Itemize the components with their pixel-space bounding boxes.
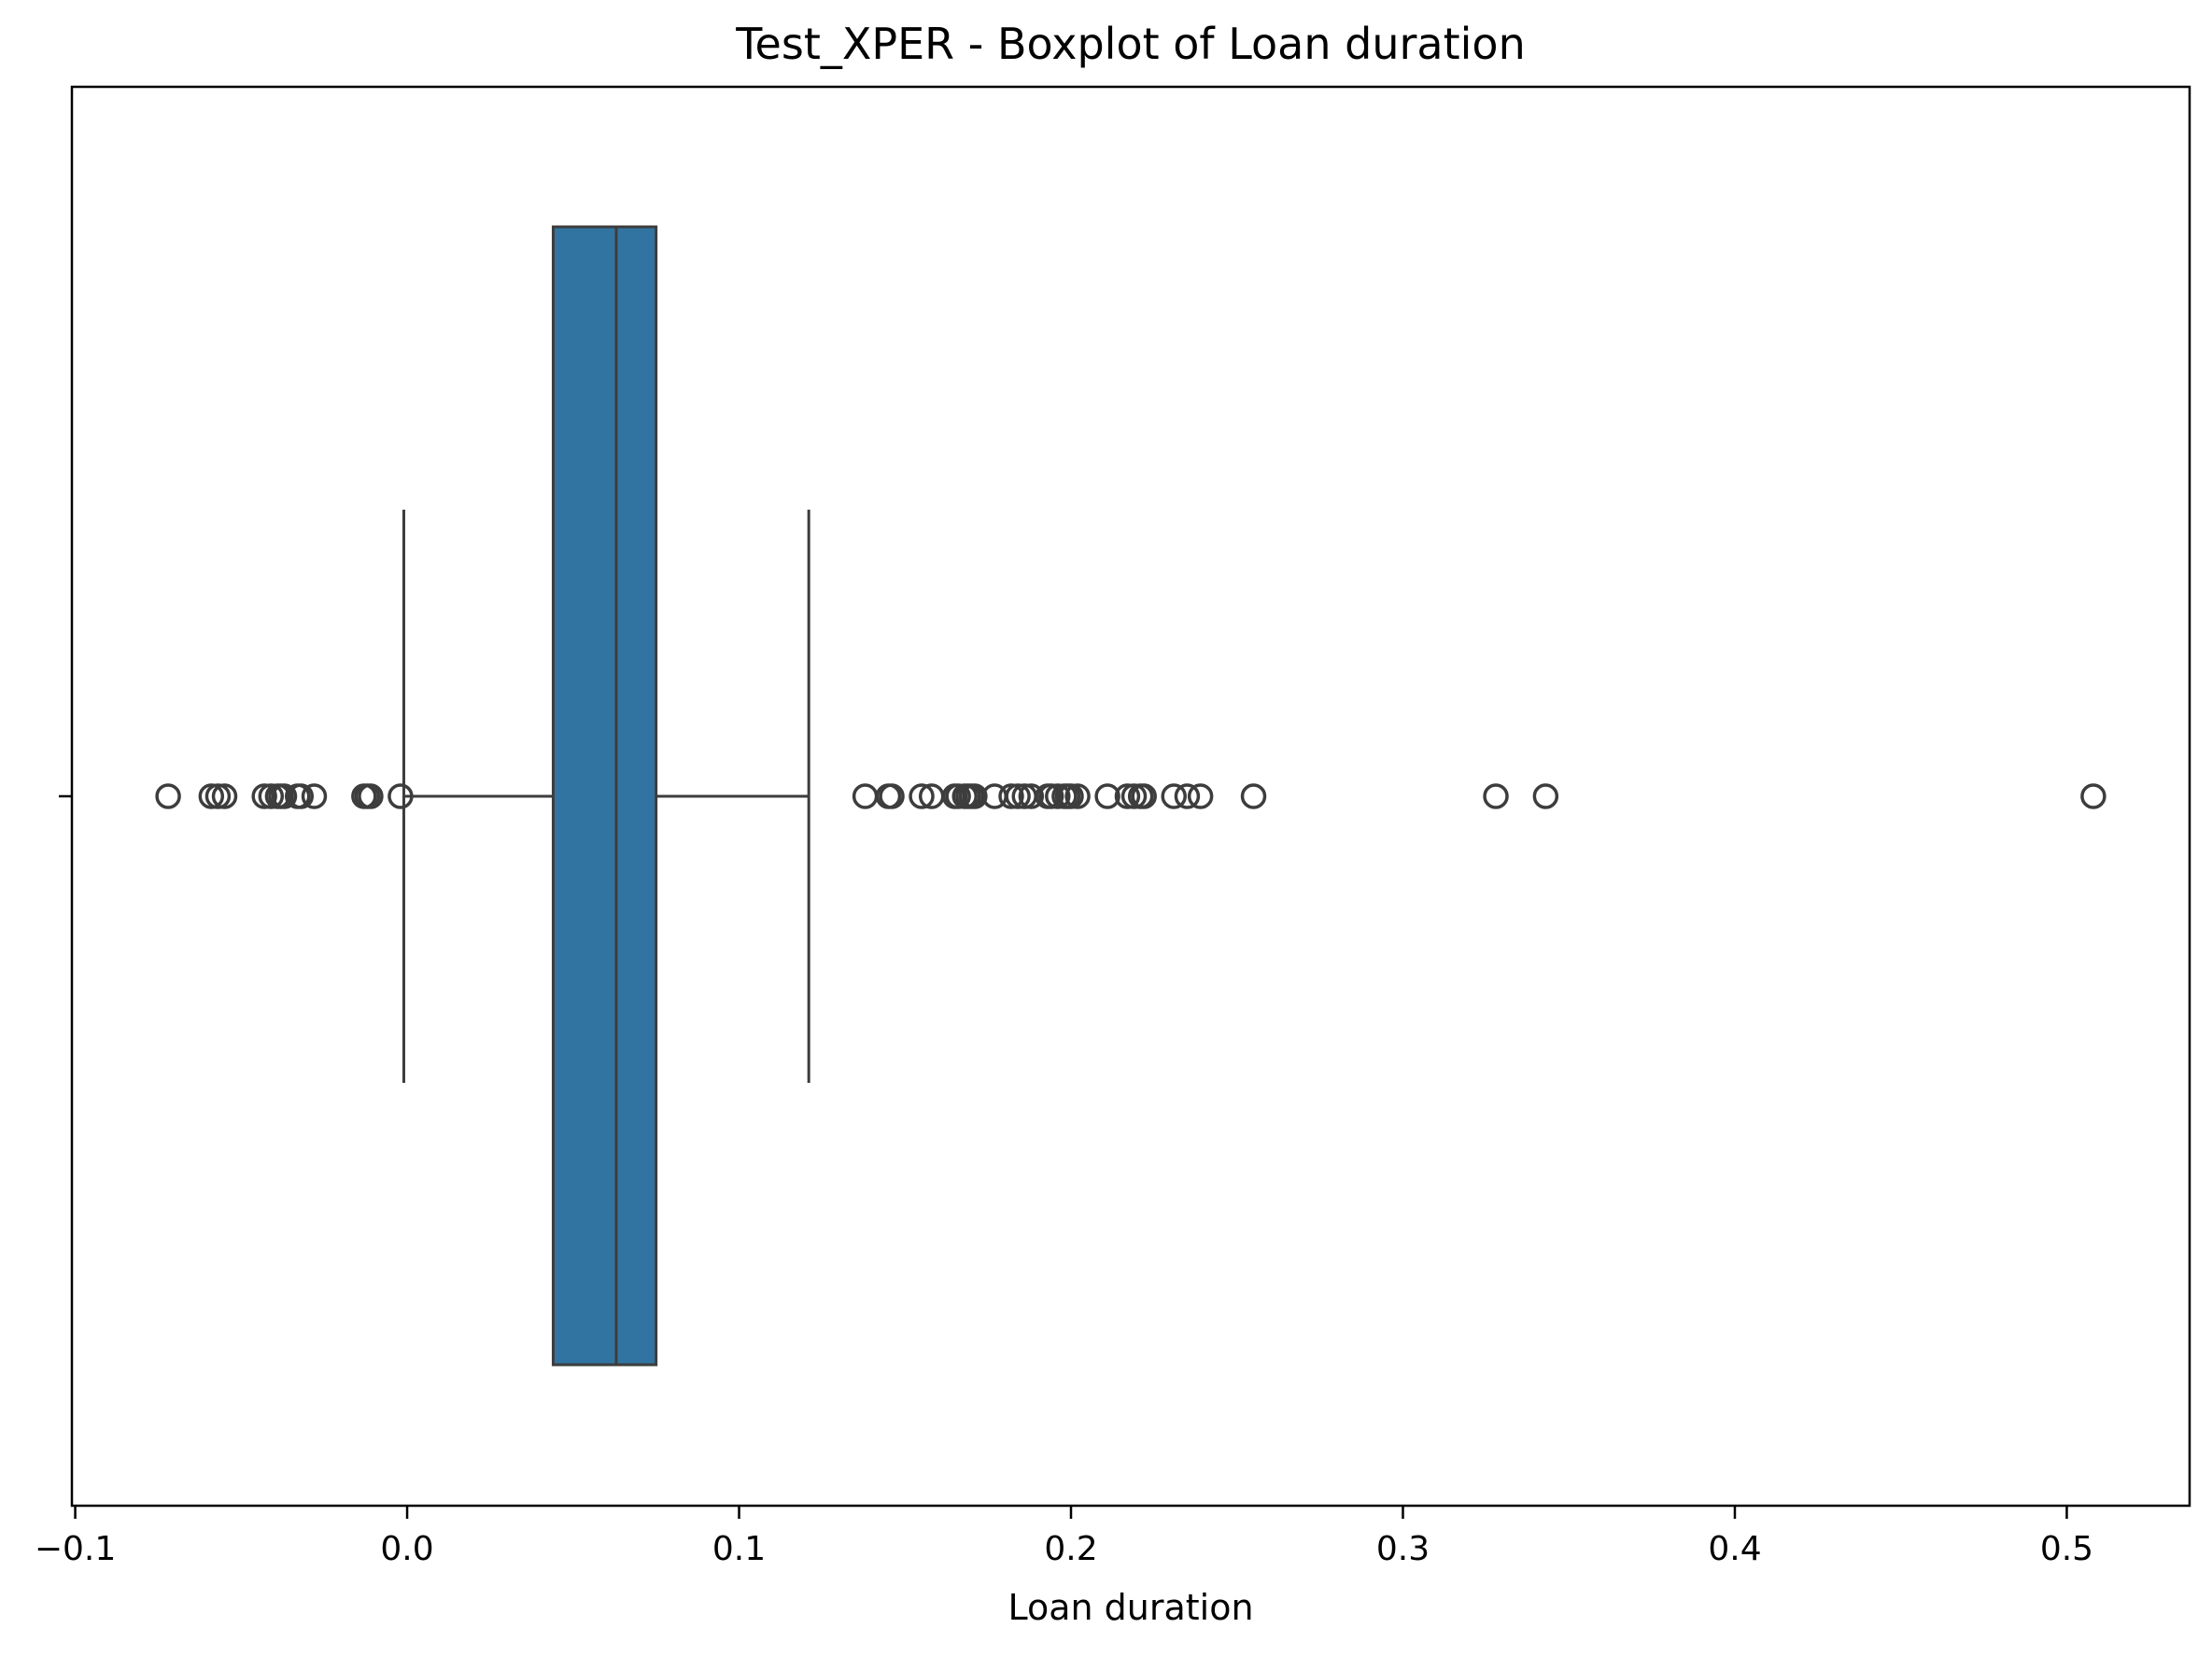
outlier-point bbox=[1005, 783, 1031, 809]
x-axis: −0.1 0.0 0.1 0.2 0.3 0.4 0.5 bbox=[35, 1506, 2093, 1568]
outlier-point bbox=[155, 783, 181, 809]
outlier-point bbox=[1058, 783, 1084, 809]
outlier-point bbox=[387, 783, 414, 809]
outlier-point bbox=[879, 783, 905, 809]
x-tick-label: 0.3 bbox=[1376, 1530, 1430, 1568]
x-tick-label: −0.1 bbox=[35, 1530, 116, 1568]
outlier-point bbox=[258, 783, 285, 809]
outlier-point bbox=[1094, 783, 1120, 809]
plot-area bbox=[59, 225, 2106, 1367]
outlier-point bbox=[211, 783, 238, 809]
outlier-point bbox=[204, 783, 232, 809]
x-axis-label: Loan duration bbox=[1007, 1587, 1253, 1628]
outlier-point bbox=[1018, 783, 1045, 809]
outlier-point bbox=[1037, 783, 1064, 809]
outlier-point bbox=[1064, 783, 1091, 809]
iqr-box bbox=[551, 225, 658, 1367]
outlier-point bbox=[251, 783, 277, 809]
chart-title: Test_XPER - Boxplot of Loan duration bbox=[735, 19, 1525, 69]
outlier-point bbox=[1483, 783, 1509, 809]
outlier-point bbox=[1174, 783, 1201, 809]
x-tick-label: 0.0 bbox=[380, 1530, 433, 1568]
outlier-point bbox=[1120, 783, 1148, 809]
outlier-point bbox=[1187, 783, 1214, 809]
outlier-point bbox=[1114, 783, 1141, 809]
x-tick-label: 0.5 bbox=[2040, 1530, 2093, 1568]
x-tick-label: 0.1 bbox=[712, 1530, 766, 1568]
outlier-point bbox=[998, 783, 1024, 809]
outlier-point bbox=[358, 783, 384, 809]
outlier-point bbox=[288, 783, 315, 809]
outlier-point bbox=[198, 783, 225, 809]
outlier-point bbox=[909, 783, 935, 809]
x-tick-label: 0.4 bbox=[1708, 1530, 1761, 1568]
x-tick-label: 0.2 bbox=[1044, 1530, 1097, 1568]
outlier-point bbox=[1045, 783, 1071, 809]
outlier-point bbox=[2080, 783, 2106, 809]
outlier-point bbox=[1161, 783, 1187, 809]
axes-frame bbox=[70, 85, 2191, 1508]
outlier-point bbox=[945, 783, 971, 809]
outlier-point bbox=[1131, 783, 1157, 809]
outlier-point bbox=[962, 783, 988, 809]
outlier-point bbox=[1240, 783, 1267, 809]
outlier-point bbox=[301, 783, 328, 809]
outlier-point bbox=[271, 783, 298, 809]
outlier-point bbox=[1532, 783, 1559, 809]
